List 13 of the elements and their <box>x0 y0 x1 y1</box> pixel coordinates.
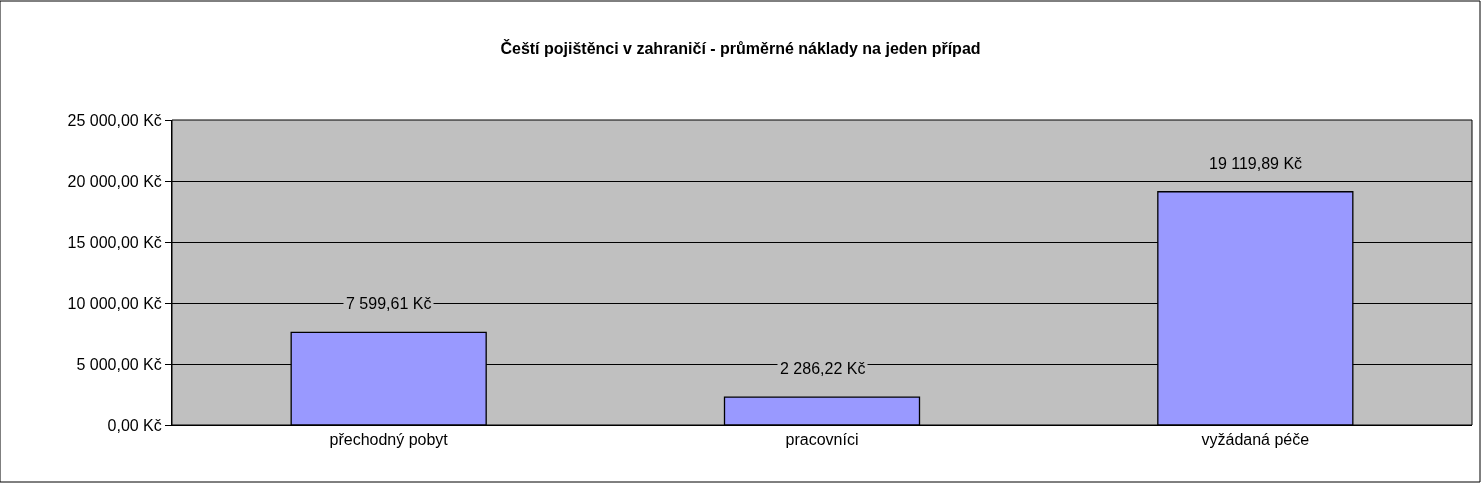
y-tick-label: 15 000,00 Kč <box>67 233 162 251</box>
y-tick-label: 20 000,00 Kč <box>67 172 162 190</box>
x-tick-label: pracovníci <box>785 431 859 449</box>
data-label: 2 286,22 Kč <box>780 360 866 377</box>
x-tick-label: přechodný pobyt <box>329 431 449 449</box>
y-tick-label: 10 000,00 Kč <box>67 294 162 312</box>
y-tick-label: 25 000,00 Kč <box>67 111 162 129</box>
y-tick-label: 0,00 Kč <box>107 416 162 434</box>
chart-title: Čeští pojištěnci v zahraničí - průměrné náklady na jeden případ <box>500 38 981 57</box>
x-tick-label: vyžádaná péče <box>1201 431 1310 449</box>
data-label: 7 599,61 Kč <box>346 295 432 312</box>
data-label: 19 119,89 Kč <box>1209 155 1303 172</box>
y-tick-label: 5 000,00 Kč <box>76 355 162 373</box>
